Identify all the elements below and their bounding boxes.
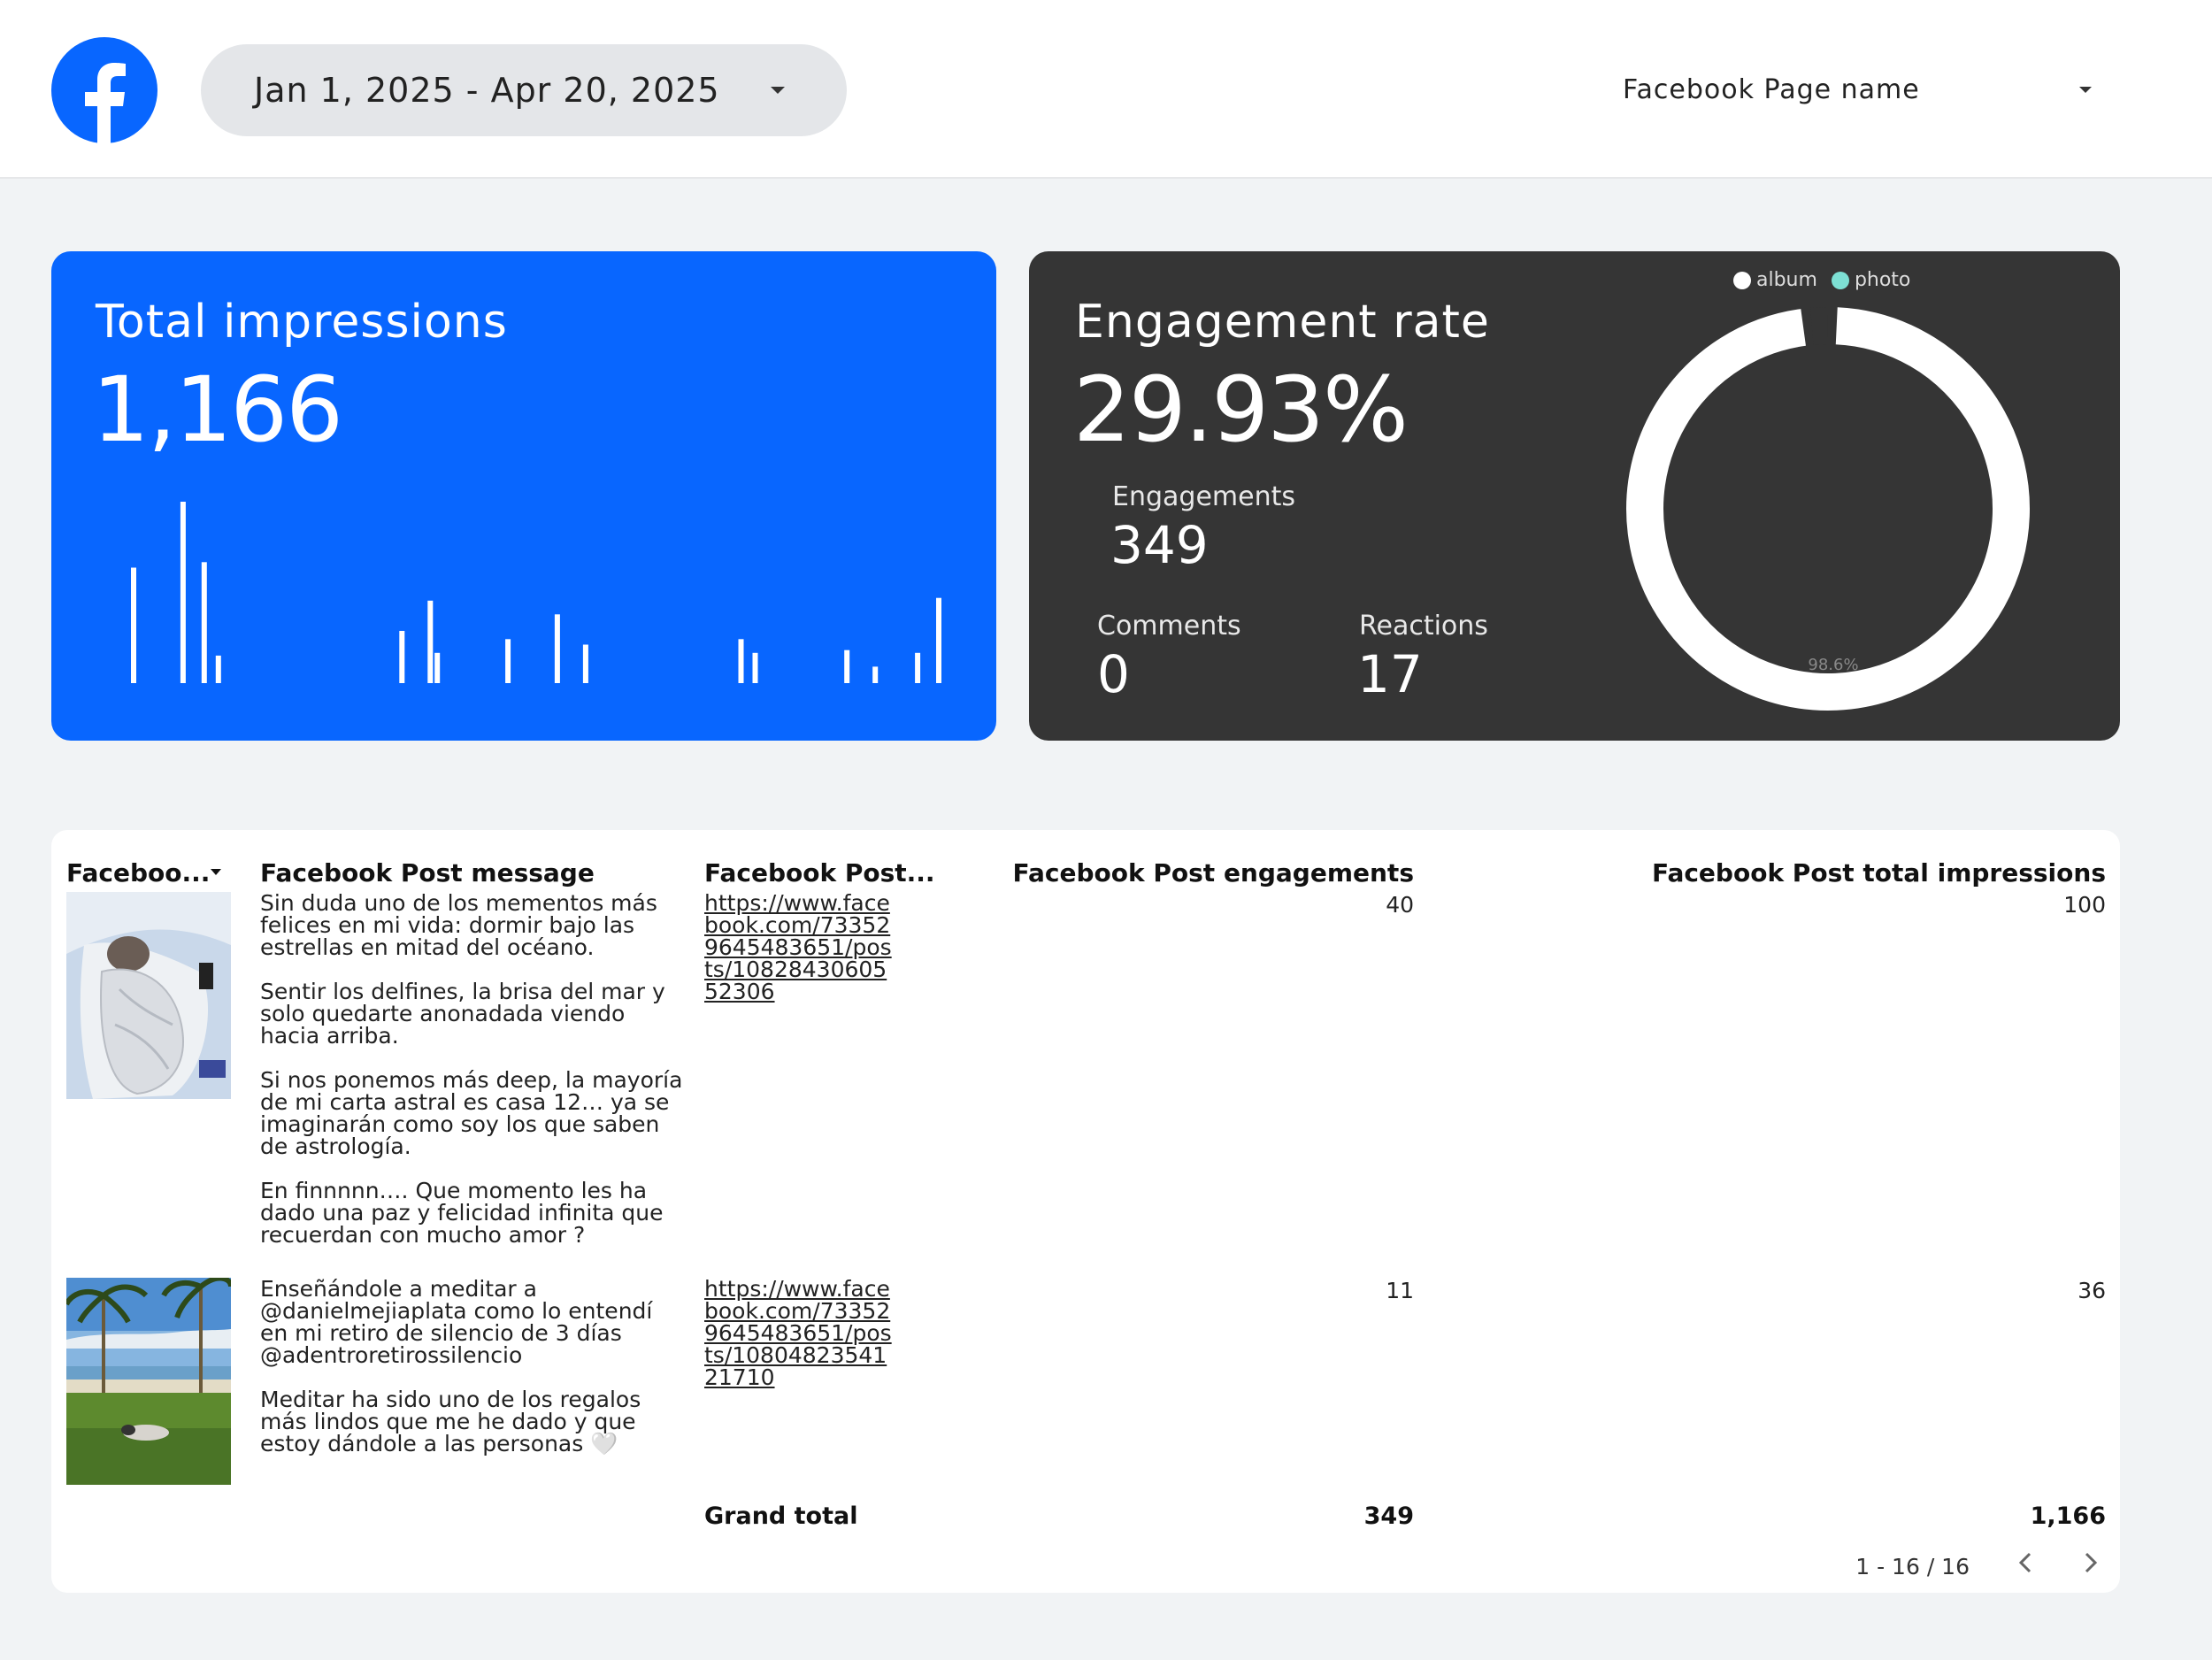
engagements-label: Engagements xyxy=(1112,481,1295,512)
legend-label-photo: photo xyxy=(1854,269,1911,291)
total-impressions-card: Total impressions 1,166 xyxy=(51,251,996,741)
impressions-bar[interactable] xyxy=(844,649,850,683)
impressions-bar[interactable] xyxy=(738,639,744,683)
message-paragraph: Sin duda uno de los mementos más felices… xyxy=(260,890,657,960)
post-link-1[interactable]: https://www.facebook.com/733529645483651… xyxy=(704,890,892,1004)
message-paragraph: Si nos ponemos más deep, la mayoría de m… xyxy=(260,1067,683,1159)
page-name-placeholder: Facebook Page name xyxy=(1623,73,1920,105)
message-paragraph: Sentir los delfines, la brisa del mar y … xyxy=(260,979,665,1049)
donut-legend: album photo xyxy=(1733,269,1910,291)
legend-dot-photo xyxy=(1831,272,1849,289)
legend-item-photo[interactable]: photo xyxy=(1831,269,1911,291)
posts-table: Faceboo... Facebook Post message Faceboo… xyxy=(51,830,2120,1593)
legend-item-album[interactable]: album xyxy=(1733,269,1817,291)
message-paragraph: Meditar ha sido uno de los regalos más l… xyxy=(260,1387,641,1456)
col-header-link[interactable]: Facebook Post... xyxy=(704,858,935,888)
impressions-bar[interactable] xyxy=(872,666,879,683)
col-header-message[interactable]: Facebook Post message xyxy=(260,858,595,888)
top-bar: Jan 1, 2025 - Apr 20, 2025 Facebook Page… xyxy=(0,0,2212,179)
chevron-down-icon xyxy=(771,87,785,94)
impressions-bar[interactable] xyxy=(215,655,221,683)
impressions-bar[interactable] xyxy=(131,567,136,684)
chevron-down-icon xyxy=(2079,87,2092,93)
date-range-picker[interactable]: Jan 1, 2025 - Apr 20, 2025 xyxy=(201,44,847,136)
impressions-bar[interactable] xyxy=(399,631,405,683)
impressions-bar[interactable] xyxy=(201,562,207,683)
engagement-title: Engagement rate xyxy=(1075,296,1490,349)
impressions-bar[interactable] xyxy=(582,644,588,684)
donut-slice-photo[interactable] xyxy=(1809,307,1829,345)
facebook-logo-icon xyxy=(51,37,157,143)
post-impressions-1: 100 xyxy=(2063,892,2106,918)
impressions-bar-chart xyxy=(131,502,941,684)
engagement-rate-value: 29.93% xyxy=(1073,357,1409,463)
engagement-rate-card: Engagement rate 29.93% Engagements 349 C… xyxy=(1029,251,2120,741)
impressions-bar[interactable] xyxy=(936,597,941,683)
page-name-dropdown[interactable]: Facebook Page name xyxy=(1623,58,2092,120)
post-engagements-1: 40 xyxy=(1386,892,1414,918)
post-engagements-2: 11 xyxy=(1386,1278,1414,1303)
post-message-1: Sin duda uno de los mementos más felices… xyxy=(260,892,685,1268)
comments-label: Comments xyxy=(1097,611,1241,642)
post-message-2: Enseñándole a meditar a @danielmejiaplat… xyxy=(260,1278,685,1477)
donut-slice-label: 98.6% xyxy=(1808,656,1858,674)
impressions-bar[interactable] xyxy=(434,652,441,683)
chevron-right-icon[interactable] xyxy=(2072,1545,2108,1580)
legend-dot-album xyxy=(1733,272,1751,289)
donut-slice-album[interactable] xyxy=(1626,307,2030,711)
reactions-label: Reactions xyxy=(1359,611,1488,642)
col-header-engagements[interactable]: Facebook Post engagements xyxy=(1012,858,1414,888)
impressions-bar[interactable] xyxy=(427,600,434,683)
message-paragraph: Enseñándole a meditar a @danielmejiaplat… xyxy=(260,1276,653,1368)
grand-total-engagements: 349 xyxy=(1363,1502,1414,1530)
impressions-bar[interactable] xyxy=(752,652,758,683)
chevron-left-icon[interactable] xyxy=(2008,1545,2044,1580)
impressions-bar[interactable] xyxy=(180,502,186,683)
legend-label-album: album xyxy=(1756,269,1817,291)
post-type-donut-chart: 98.6% xyxy=(1626,307,2030,711)
impressions-title: Total impressions xyxy=(96,296,508,349)
col-header-image[interactable]: Faceboo... xyxy=(66,858,211,888)
sort-desc-icon[interactable] xyxy=(211,869,221,875)
message-paragraph: En finnnnn…. Que momento les ha dado una… xyxy=(260,1178,664,1248)
post-impressions-2: 36 xyxy=(2078,1278,2106,1303)
impressions-bar[interactable] xyxy=(915,652,921,683)
pagination-status: 1 - 16 / 16 xyxy=(1855,1554,1970,1579)
post-thumbnail-beach xyxy=(66,1278,231,1485)
engagements-value: 349 xyxy=(1110,515,1209,575)
post-link-2[interactable]: https://www.facebook.com/733529645483651… xyxy=(704,1276,892,1390)
grand-total-impressions: 1,166 xyxy=(2030,1502,2106,1530)
grand-total-label: Grand total xyxy=(704,1502,858,1530)
reactions-value: 17 xyxy=(1357,644,1423,704)
impressions-bar[interactable] xyxy=(554,614,560,683)
impressions-value: 1,166 xyxy=(92,357,343,463)
impressions-bar[interactable] xyxy=(505,639,511,683)
comments-value: 0 xyxy=(1097,644,1130,704)
date-range-text: Jan 1, 2025 - Apr 20, 2025 xyxy=(254,71,720,110)
post-thumbnail-sleeping xyxy=(66,892,231,1099)
col-header-impressions[interactable]: Facebook Post total impressions xyxy=(1651,858,2106,888)
